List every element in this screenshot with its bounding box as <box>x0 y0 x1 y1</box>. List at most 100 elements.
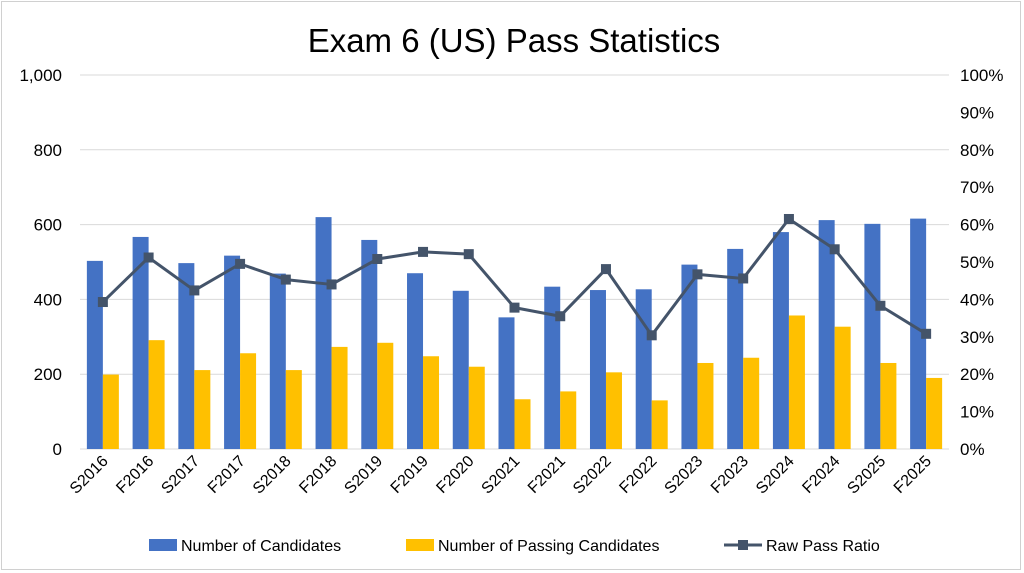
y-right-tick-label: 10% <box>960 403 994 422</box>
pass-ratio-marker <box>646 330 657 341</box>
pass-ratio-marker <box>738 273 749 284</box>
bar-candidates <box>86 260 103 449</box>
x-tick-label: S2017 <box>158 453 203 498</box>
x-tick-label: F2019 <box>388 453 432 497</box>
bar-passing <box>331 346 348 449</box>
y-right-tick-label: 70% <box>960 178 994 197</box>
pass-ratio-marker <box>875 300 886 311</box>
pass-ratio-marker <box>509 302 520 313</box>
bar-candidates <box>727 248 744 449</box>
bar-candidates <box>452 290 469 449</box>
y-left-tick-label: 200 <box>34 365 62 384</box>
y-axis-right: 0% 10% 20% 30% 40% 50% 60% 70% 80% 90% 100% <box>960 66 1003 459</box>
y-left-tick-label: 1,000 <box>19 66 62 85</box>
bar-passing <box>880 362 897 449</box>
x-tick-label: F2020 <box>433 453 477 497</box>
bar-passing <box>926 377 943 449</box>
pass-ratio-marker <box>600 264 611 275</box>
bar-candidates <box>818 220 835 449</box>
x-tick-label: S2025 <box>844 453 889 498</box>
pass-ratio-marker <box>921 328 932 339</box>
pass-ratio-marker <box>326 279 337 290</box>
x-tick-label: S2022 <box>570 453 615 498</box>
line-series <box>97 213 932 341</box>
bar-candidates <box>681 264 698 449</box>
bar-candidates <box>910 218 927 449</box>
y-right-tick-label: 40% <box>960 290 994 309</box>
bar-passing <box>194 370 211 449</box>
y-axis-left: 0 200 400 600 800 1,000 <box>19 66 62 459</box>
y-right-tick-label: 90% <box>960 103 994 122</box>
x-tick-label: S2016 <box>67 453 112 498</box>
x-tick-label: F2023 <box>708 453 752 497</box>
bar-passing <box>788 315 805 449</box>
bar-candidates <box>498 317 515 449</box>
legend-label: Number of Candidates <box>181 538 341 555</box>
bar-passing <box>743 357 760 449</box>
bar-passing <box>514 399 531 449</box>
bar-candidates <box>407 273 424 449</box>
y-right-tick-label: 60% <box>960 216 994 235</box>
bar-candidates <box>864 223 881 449</box>
bar-passing <box>605 372 622 449</box>
y-right-tick-label: 50% <box>960 253 994 272</box>
y-right-tick-label: 100% <box>960 66 1003 85</box>
pass-ratio-marker <box>280 274 291 285</box>
y-left-tick-label: 0 <box>53 440 62 459</box>
y-right-tick-label: 30% <box>960 328 994 347</box>
pass-ratio-marker <box>143 252 154 263</box>
bar-passing <box>148 340 165 449</box>
y-right-tick-label: 0% <box>960 440 985 459</box>
bar-passing <box>285 370 302 449</box>
x-axis: S2016 F2016 S2017 F2017 S2018 F2018 S2019 F2019… <box>67 453 935 498</box>
bar-passing <box>102 374 119 449</box>
pass-ratio-marker <box>555 311 566 322</box>
x-tick-label: S2019 <box>341 453 386 498</box>
pass-ratio-marker <box>189 285 200 296</box>
pass-ratio-marker <box>235 258 246 269</box>
y-right-tick-label: 20% <box>960 365 994 384</box>
bar-candidates <box>361 239 378 449</box>
x-tick-label: F2018 <box>296 453 340 497</box>
legend-label: Number of Passing Candidates <box>438 538 659 555</box>
bar-passing <box>377 342 394 449</box>
x-tick-label: F2021 <box>525 453 569 497</box>
legend-label: Raw Pass Ratio <box>766 538 880 555</box>
x-tick-label: F2016 <box>113 453 157 497</box>
x-tick-label: F2024 <box>799 453 843 497</box>
bar-passing <box>834 326 851 449</box>
bar-candidates <box>178 263 195 449</box>
pass-ratio-marker <box>418 246 429 257</box>
bar-candidates <box>544 286 561 449</box>
legend-marker <box>738 540 748 550</box>
bar-passing <box>560 391 577 449</box>
x-tick-label: S2023 <box>662 453 707 498</box>
y-left-tick-label: 800 <box>34 141 62 160</box>
bar-candidates <box>132 236 149 449</box>
pass-ratio-marker <box>372 254 383 265</box>
bar-candidates <box>772 232 789 449</box>
pass-ratio-marker <box>463 249 474 260</box>
bar-candidates <box>315 217 332 449</box>
x-tick-label: S2018 <box>250 453 295 498</box>
bar-passing <box>468 366 485 449</box>
bar-passing <box>240 353 257 449</box>
bar-passing <box>651 400 668 449</box>
legend-swatch <box>149 539 177 551</box>
pass-ratio-marker <box>783 213 794 224</box>
pass-ratio-marker <box>692 269 703 280</box>
bar-series <box>86 217 943 449</box>
bar-passing <box>423 356 440 449</box>
y-left-tick-label: 400 <box>34 290 62 309</box>
y-left-tick-label: 600 <box>34 216 62 235</box>
y-right-tick-label: 80% <box>960 141 994 160</box>
bar-candidates <box>269 273 286 449</box>
bar-passing <box>697 362 714 449</box>
x-tick-label: F2022 <box>616 453 660 497</box>
chart-title: Exam 6 (US) Pass Statistics <box>308 22 721 59</box>
pass-ratio-marker <box>829 244 840 255</box>
pass-ratio-marker <box>97 297 108 308</box>
bar-candidates <box>589 290 606 449</box>
legend-swatch <box>406 539 434 551</box>
